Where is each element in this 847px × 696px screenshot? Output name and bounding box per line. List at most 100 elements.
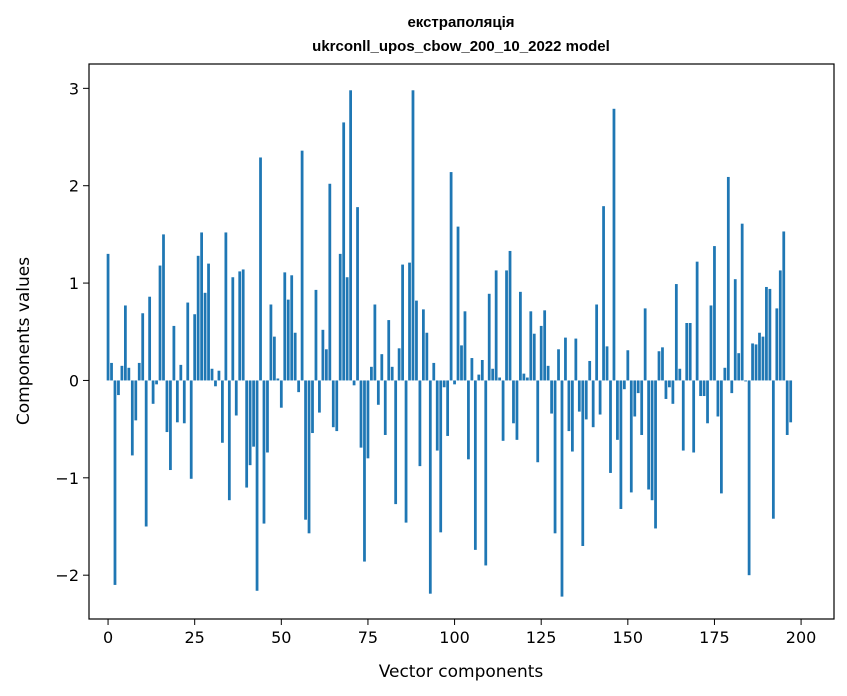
bar-54	[293, 332, 297, 381]
bar-25	[193, 314, 197, 381]
bar-175	[713, 246, 716, 381]
bar-83	[394, 380, 398, 505]
bar-113	[498, 377, 501, 381]
bar-37	[234, 380, 238, 416]
bar-110	[487, 293, 491, 381]
bar-151	[629, 380, 633, 493]
bar-192	[771, 380, 775, 519]
bar-49	[276, 378, 280, 381]
bar-157	[650, 380, 654, 501]
bar-36	[231, 277, 235, 381]
bar-82	[390, 366, 394, 381]
bar-118	[515, 380, 519, 440]
bar-7	[130, 380, 134, 456]
bar-117	[512, 380, 515, 424]
bar-98	[446, 380, 450, 436]
x-tick-label: 0	[103, 628, 113, 647]
bar-94	[432, 362, 436, 381]
bar-87	[408, 262, 411, 381]
bar-166	[681, 380, 685, 451]
bar-72	[356, 207, 359, 381]
bar-52	[286, 299, 290, 381]
bar-116	[508, 250, 512, 381]
bar-88	[411, 90, 415, 381]
bar-14	[155, 380, 158, 385]
bar-59	[311, 380, 314, 434]
bar-89	[415, 300, 418, 381]
bar-2	[113, 380, 117, 585]
bar-80	[383, 380, 387, 435]
bar-150	[626, 350, 630, 381]
bar-189	[761, 336, 765, 381]
bar-21	[179, 364, 183, 381]
bar-66	[335, 380, 339, 432]
bar-123	[532, 333, 536, 381]
x-tick-label: 200	[786, 628, 817, 647]
bar-162	[668, 380, 671, 388]
bar-0	[106, 253, 110, 381]
bar-124	[536, 380, 540, 463]
bar-68	[342, 122, 346, 381]
bar-11	[144, 380, 148, 527]
bar-147	[616, 380, 619, 440]
bar-120	[522, 373, 526, 381]
bar-142	[598, 380, 602, 415]
bar-102	[460, 345, 463, 381]
bar-34	[224, 232, 228, 381]
bar-163	[671, 380, 675, 404]
bar-152	[633, 380, 637, 417]
bar-138	[584, 380, 588, 420]
bar-107	[477, 374, 481, 381]
bar-132	[564, 337, 567, 381]
bar-158	[654, 380, 657, 529]
bar-6	[127, 367, 131, 381]
bar-63	[324, 349, 328, 381]
bar-61	[318, 380, 321, 413]
x-tick-label: 125	[526, 628, 557, 647]
bar-167	[685, 323, 689, 381]
bar-46	[266, 380, 269, 453]
bar-44	[259, 157, 262, 381]
bar-62	[321, 329, 325, 381]
bar-108	[480, 360, 484, 381]
bar-40	[245, 380, 249, 488]
bar-180	[730, 380, 734, 394]
bar-131	[560, 380, 564, 597]
bar-31	[214, 380, 217, 387]
bar-73	[359, 380, 363, 448]
bar-137	[581, 380, 585, 546]
bar-32	[217, 370, 221, 381]
bar-187	[754, 344, 758, 381]
bar-91	[422, 309, 425, 381]
bar-12	[148, 296, 152, 381]
bar-67	[338, 253, 342, 381]
bar-27	[200, 232, 203, 381]
bar-135	[574, 338, 578, 381]
bar-109	[484, 380, 488, 566]
bar-104	[467, 380, 470, 460]
bar-74	[363, 380, 366, 562]
bar-101	[456, 226, 460, 381]
y-tick-label: −1	[55, 469, 79, 488]
bar-85	[401, 264, 404, 381]
x-tick-label: 175	[699, 628, 730, 647]
bar-43	[255, 380, 259, 591]
bar-69	[345, 277, 349, 381]
bar-178	[723, 367, 727, 381]
bar-96	[439, 380, 443, 533]
bar-173	[706, 380, 709, 424]
bar-95	[435, 380, 439, 451]
bar-64	[328, 183, 332, 381]
bar-179	[726, 176, 730, 381]
bar-47	[269, 304, 273, 381]
chart-title: екстраполяція	[407, 14, 514, 31]
bar-133	[567, 380, 571, 432]
bar-86	[404, 380, 408, 523]
bar-8	[134, 380, 138, 421]
bar-60	[314, 289, 318, 381]
bar-58	[307, 380, 311, 534]
bar-42	[252, 380, 255, 447]
bar-17	[165, 380, 169, 433]
bar-177	[720, 380, 723, 494]
